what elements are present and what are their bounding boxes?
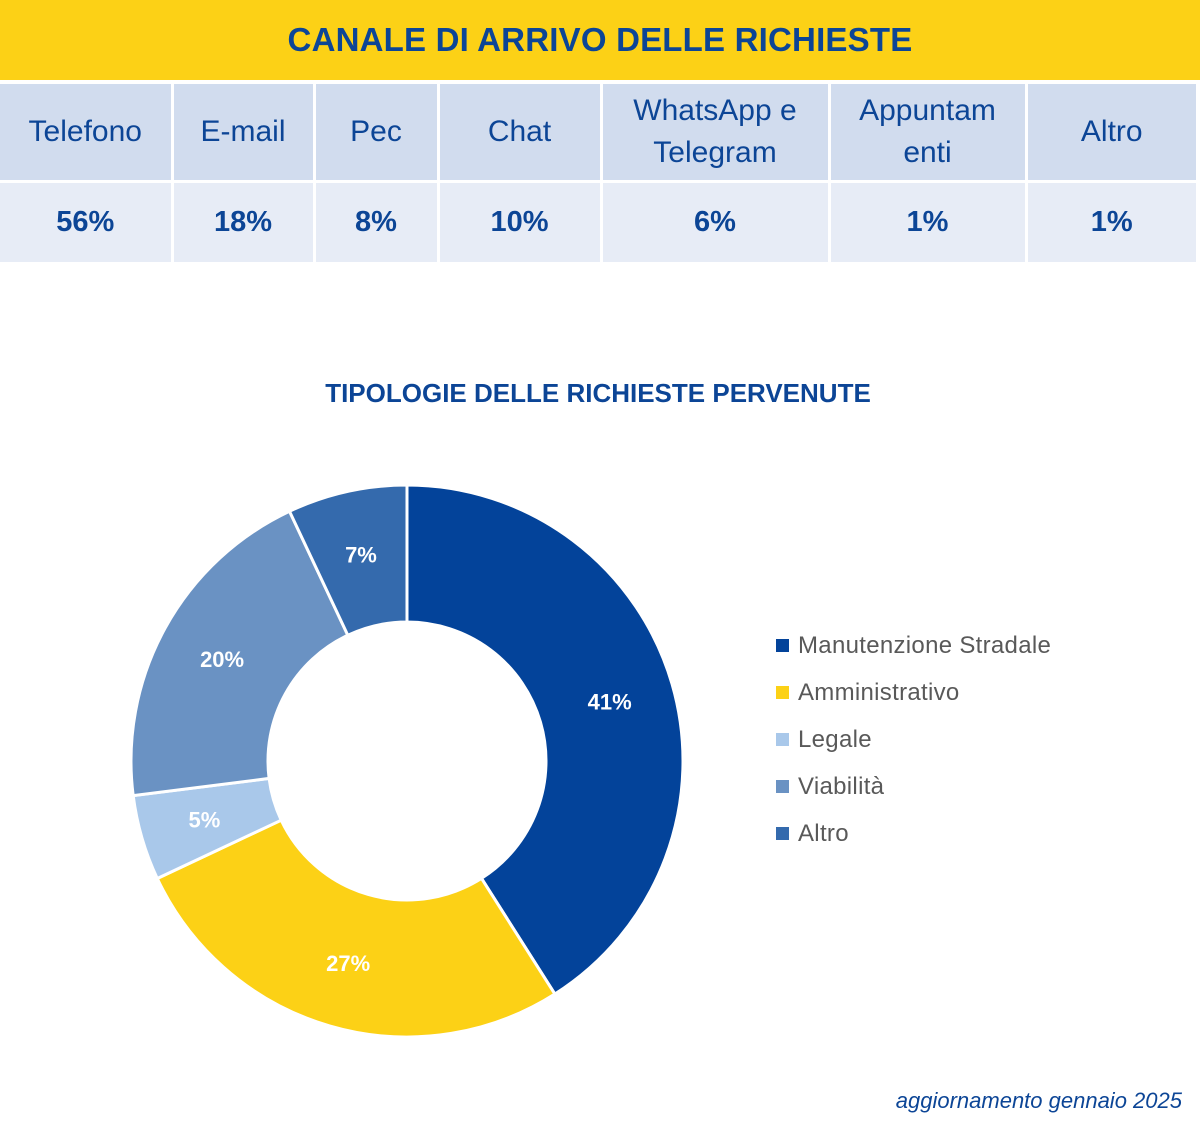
legend-swatch-3 [776,780,789,793]
donut-slice-4 [287,483,409,638]
value-cell-appuntamenti: 1% [829,181,1028,265]
slice-label-3: 20% [200,647,244,672]
slice-label-2: 5% [188,807,220,832]
header-cell-whatsapp-telegram: WhatsApp e Telegram [601,84,831,183]
table-value-row: 56% 18% 8% 10% 6% 1% 1% [0,181,1196,265]
legend-swatch-0 [776,639,789,652]
banner-title: CANALE DI ARRIVO DELLE RICHIESTE [287,21,913,58]
table-header-row: Telefono E-mail Pec Chat WhatsApp e Tele… [0,84,1196,183]
header-cell-pec: Pec [314,84,440,183]
header-cell-altro: Altro [1026,84,1196,183]
legend-swatch-2 [776,733,789,746]
legend-swatch-1 [776,686,789,699]
title-banner: CANALE DI ARRIVO DELLE RICHIESTE [0,0,1200,80]
legend-item-3: Viabilità [776,763,1051,810]
legend-item-2: Legale [776,716,1051,763]
header-cell-email: E-mail [172,84,316,183]
header-cell-telefono: Telefono [0,84,174,183]
legend-item-0: Manutenzione Stradale [776,622,1051,669]
donut-slice-1 [155,818,557,1039]
header-cell-appuntamenti: Appuntam enti [829,84,1028,183]
value-cell-chat: 10% [438,181,603,265]
value-cell-pec: 8% [314,181,440,265]
value-cell-altro: 1% [1026,181,1196,265]
value-cell-telefono: 56% [0,181,174,265]
legend-label-3: Viabilità [798,772,885,800]
legend-label-4: Altro [798,819,849,847]
header-cell-chat: Chat [438,84,603,183]
value-cell-email: 18% [172,181,316,265]
legend-item-1: Amministrativo [776,669,1051,716]
chart-title: TIPOLOGIE DELLE RICHIESTE PERVENUTE [325,378,871,408]
slice-label-0: 41% [588,690,632,715]
donut-slice-0 [405,483,685,997]
legend-swatch-4 [776,827,789,840]
donut-slice-3 [129,509,350,798]
chart-legend: Manutenzione Stradale Amministrativo Legal… [776,622,1051,857]
slice-label-4: 7% [345,543,377,568]
channels-table: Telefono E-mail Pec Chat WhatsApp e Tele… [0,84,1196,265]
legend-label-0: Manutenzione Stradale [798,631,1052,659]
legend-label-1: Amministrativo [798,678,960,706]
slice-label-1: 27% [326,951,370,976]
update-footnote: aggiornamento gennaio 2025 [895,1088,1182,1113]
legend-item-4: Altro [776,810,1051,857]
value-cell-whatsapp-telegram: 6% [601,181,831,265]
legend-label-2: Legale [798,725,872,753]
